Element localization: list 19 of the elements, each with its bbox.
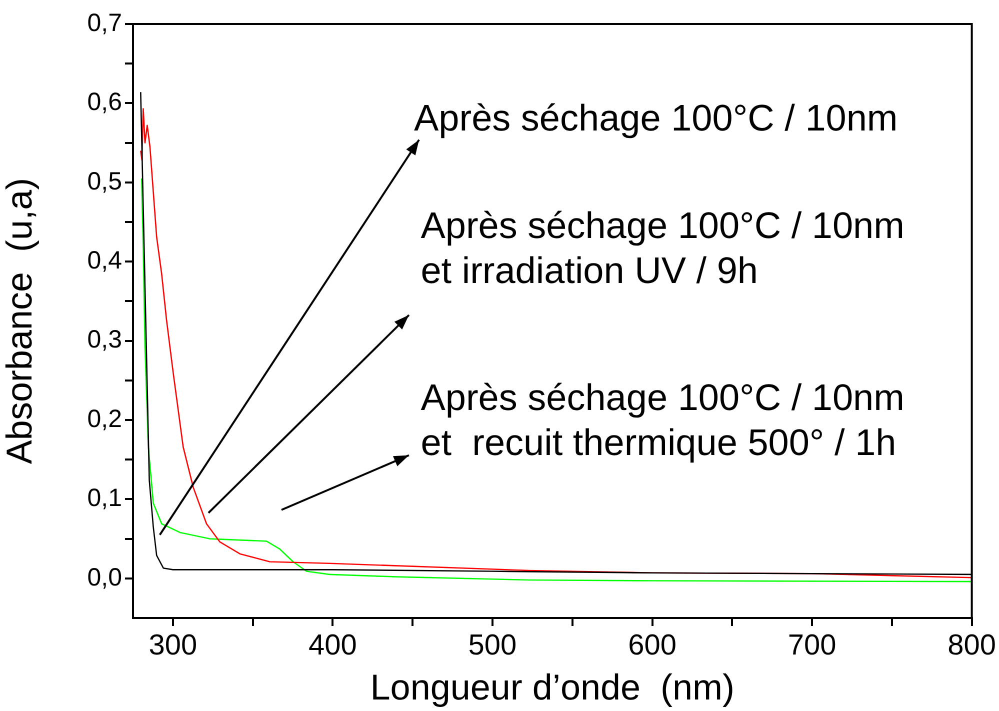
y-tick-label: 0,5 [87,167,122,196]
y-axis-title: Absorbance (u,a) [0,178,40,464]
y-tick-label: 0,2 [87,404,122,433]
y-tick-label: 0,6 [87,88,122,116]
x-tick-label: 700 [788,629,836,662]
annotation: Après séchage 100°C / 10nm [414,97,898,138]
y-tick-label: 0,4 [87,246,122,274]
x-axis-title: Longueur d’onde (nm) [370,666,735,708]
y-tick-label: 0,3 [87,326,122,354]
annotation: Après séchage 100°C / 10nm et irradiation UV / 9h [420,204,904,291]
x-tick-label: 400 [308,629,357,662]
x-tick-label: 800 [948,629,996,662]
y-tick-label: 0,0 [87,563,122,592]
y-tick-label: 0,7 [87,8,122,37]
annotation: Après séchage 100°C / 10nm et recuit thermique 500° / 1h [420,377,904,464]
x-tick-label: 600 [628,629,676,662]
y-tick-label: 0,1 [87,484,122,512]
x-tick-label: 500 [468,629,517,662]
x-tick-label: 300 [148,629,198,662]
